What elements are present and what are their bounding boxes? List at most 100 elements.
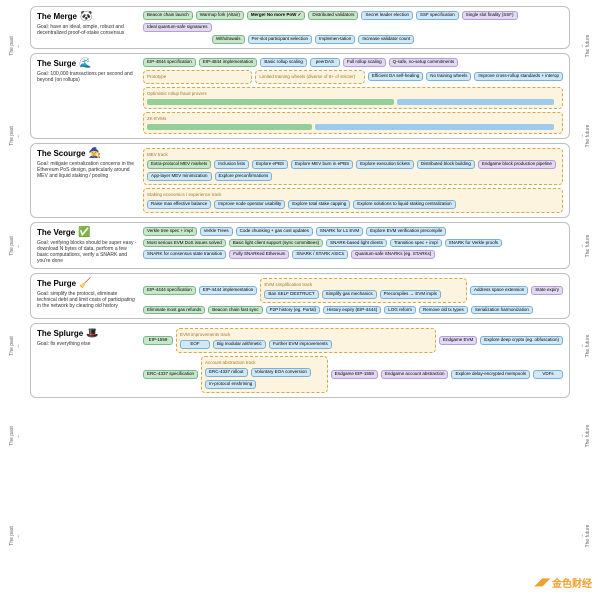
- node: EIP-1559: [143, 336, 173, 345]
- section-splurge: The Splurge🎩 Goal: fix everything else E…: [30, 323, 570, 398]
- node: Warmup fork (Altair): [196, 11, 244, 20]
- node: Improve cross-rollup standards + interop: [474, 72, 563, 81]
- node: Per-slot participant selection: [248, 35, 313, 44]
- node: Endgame block production pipeline: [478, 160, 556, 169]
- node: Inclusion lists: [214, 160, 249, 169]
- node: Fully SNARKed Ethereum: [229, 250, 289, 259]
- section-surge: The Surge🌊 Goal: 100,000 transactions pe…: [30, 53, 570, 139]
- node: Basic rollup scaling: [260, 58, 307, 67]
- node: SNARK-based light clients: [326, 239, 387, 248]
- future-label-5: →The future: [579, 416, 591, 456]
- node: In-protocol enshrining: [205, 380, 256, 389]
- section-verge: The Verge✅ Goal: verifying blocks should…: [30, 222, 570, 269]
- node: peerDAS: [310, 58, 340, 67]
- past-label-2: The past←: [9, 116, 21, 156]
- check-icon: ✅: [78, 227, 90, 238]
- purge-evm-track: EVM simplification track Ban SELF DESTRU…: [260, 278, 467, 303]
- node: Explore preconfirmations: [215, 172, 273, 181]
- scourge-goal: Goal: mitigate centralization concerns i…: [37, 161, 137, 179]
- splurge-evm-track: EVM improvements track EOF Big modular a…: [176, 328, 436, 353]
- surge-header: The Surge🌊 Goal: 100,000 transactions pe…: [37, 58, 137, 134]
- node: Simplify gas mechanics: [322, 290, 377, 299]
- surge-track-wheels: Limited training wheels (diverse of 8+ o…: [255, 70, 364, 84]
- node: ERC-4337 specification: [143, 370, 198, 379]
- scourge-content: MEV track Extra-protocol MEV markets Inc…: [143, 148, 563, 213]
- scourge-title: The Scourge: [37, 149, 85, 158]
- section-scourge: The Scourge🧙 Goal: mitigate centralizati…: [30, 143, 570, 218]
- node: Secret leader election: [361, 11, 413, 20]
- splurge-content: EIP-1559 EVM improvements track EOF Big …: [143, 328, 563, 393]
- node: Endgame EVM: [439, 336, 477, 345]
- node: Beacon chain fast sync: [208, 306, 262, 315]
- node: Quantum-safe SNARKs (eg. STARKs): [351, 250, 435, 259]
- scourge-header: The Scourge🧙 Goal: mitigate centralizati…: [37, 148, 137, 213]
- watermark: ◢◤ 金色财经: [535, 575, 592, 590]
- wave-icon: 🌊: [79, 58, 91, 69]
- section-purge: The Purge🧹 Goal: simplify the protocol, …: [30, 273, 570, 320]
- future-label-1: →The future: [579, 26, 591, 66]
- track-label: Prototype: [147, 74, 248, 79]
- roadmap-container: The Merge🐼 Goal: have an ideal, simple, …: [0, 0, 600, 408]
- progress-bar: [315, 124, 554, 130]
- node: EIP-4844 specification: [143, 58, 196, 67]
- track-label: Limited training wheels (diverse of 8+ o…: [259, 74, 360, 79]
- node: ERC-4337 rollout: [205, 368, 248, 377]
- track-label: Account abstraction track: [205, 360, 324, 365]
- node: LOG reform: [384, 306, 416, 315]
- track-label: EVM simplification track: [264, 282, 463, 287]
- logo-icon: ◢◤: [535, 577, 550, 588]
- node: Transition spec + impl: [390, 239, 442, 248]
- node: SNARK / STARK ASICs: [292, 250, 348, 259]
- merge-goal: Goal: have an ideal, simple, robust and …: [37, 24, 137, 36]
- wizard-icon: 🧙: [88, 148, 100, 159]
- future-label-4: →The future: [579, 326, 591, 366]
- node: Distributed block building: [417, 160, 475, 169]
- section-merge: The Merge🐼 Goal: have an ideal, simple, …: [30, 6, 570, 49]
- splurge-title: The Splurge: [37, 329, 83, 338]
- progress-bar: [397, 99, 554, 105]
- splurge-aa-track: Account abstraction track ERC-4337 rollo…: [201, 356, 328, 393]
- node: Full rollup scaling: [343, 58, 386, 67]
- node: Withdrawals: [212, 35, 245, 44]
- node: Single slot finality (SSF): [462, 11, 518, 20]
- node: EOF: [180, 340, 210, 349]
- surge-content: EIP-4844 specification EIP-4844 implemen…: [143, 58, 563, 134]
- node: Endgame EIP-1559: [331, 370, 378, 379]
- node: Serialization harmonization: [471, 306, 533, 315]
- node: SNARK for consensus state transition: [143, 250, 226, 259]
- future-label-6: →The future: [579, 516, 591, 556]
- future-label-2: →The future: [579, 116, 591, 156]
- node: P2P history (eg. Portal): [266, 306, 320, 315]
- past-label-1: The past←: [9, 26, 21, 66]
- surge-title: The Surge: [37, 59, 76, 68]
- node: Big modular arithmetic: [213, 340, 266, 349]
- node: VDFs: [533, 370, 563, 379]
- node: Explore ePBS: [252, 160, 288, 169]
- purge-content: EIP-4444 specification EIP-4444 implemen…: [143, 278, 563, 315]
- node: Explore delay-encrypted mempools: [451, 370, 530, 379]
- surge-track-optimistic: Optimistic rollup fraud provers: [143, 87, 563, 109]
- node: Endgame account abstraction: [381, 370, 449, 379]
- past-label-6: The past←: [9, 516, 21, 556]
- track-label: MEV track: [147, 152, 559, 157]
- surge-track-prototype: Prototype: [143, 70, 252, 84]
- node: EIP-4444 implementation: [199, 286, 258, 295]
- scourge-mev-track: MEV track Extra-protocol MEV markets Inc…: [143, 148, 563, 185]
- node: History expiry (EIP-4444): [323, 306, 381, 315]
- verge-content: Verkle tree spec + impl Verkle Trees Cod…: [143, 227, 563, 264]
- node: EIP-4844 implementation: [199, 58, 258, 67]
- progress-bar: [147, 124, 312, 130]
- track-label: EVM improvements track: [180, 332, 432, 337]
- node: Raise max effective balance: [147, 200, 211, 209]
- splurge-header: The Splurge🎩 Goal: fix everything else: [37, 328, 137, 393]
- node: EIP-4444 specification: [143, 286, 196, 295]
- verge-title: The Verge: [37, 228, 75, 237]
- node: SSF specification: [416, 11, 459, 20]
- node: Explore EVM verification precompile: [366, 227, 446, 236]
- node: Remove old tx types: [419, 306, 468, 315]
- node: Basic light client support (sync committ…: [229, 239, 323, 248]
- past-label-3: The past←: [9, 226, 21, 266]
- node: Explore execution tickets: [356, 160, 414, 169]
- surge-track-zkevm: ZK-EVMs: [143, 112, 563, 134]
- node: Verkle tree spec + impl: [143, 227, 197, 236]
